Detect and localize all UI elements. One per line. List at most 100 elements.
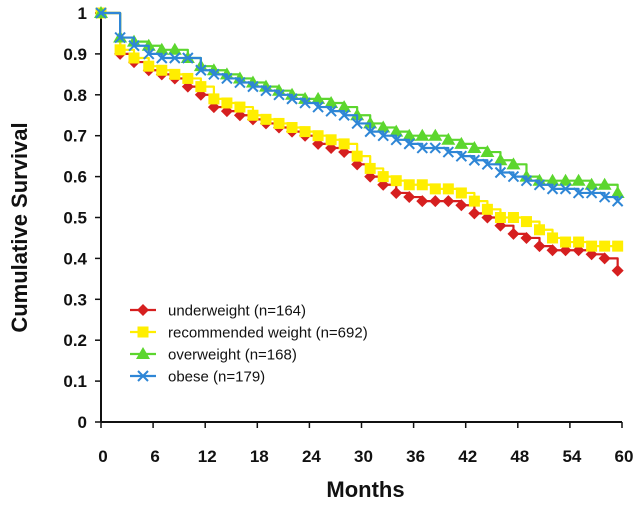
data-point [546,244,559,257]
data-point [416,142,428,154]
data-point [429,142,442,154]
x-tick-label: 12 [198,447,217,466]
axes-layer: 0 0.1 0.2 0.3 0.4 0.5 0.6 0.7 0.8 0.9 1 0 6 12 18 24 30 3… [63,4,633,466]
y-tick-label: 0.6 [63,168,87,187]
data-point [324,95,339,108]
data-point [114,31,126,44]
legend-item: underweight (n=164) [130,303,306,320]
data-point [273,89,285,101]
data-point [208,68,220,81]
data-point [533,179,546,191]
data-point [376,120,391,133]
data-point [494,166,507,179]
data-point [390,186,403,199]
data-point [156,64,168,76]
data-point [169,68,181,80]
data-point [455,199,468,212]
data-point [299,126,311,138]
data-point [351,117,363,130]
data-point [520,231,533,244]
data-point [338,138,350,150]
data-point [506,157,521,170]
data-point [143,48,155,60]
data-point [221,72,233,85]
data-point [377,129,389,142]
data-point [441,132,456,145]
data-point [586,240,598,252]
data-point [364,162,376,174]
data-point [128,40,140,52]
data-point [442,195,455,208]
data-point [507,227,520,240]
legend-label: obese (n=179) [168,369,265,386]
data-point [195,64,207,76]
data-point [545,173,560,186]
data-point [546,183,559,195]
data-point [455,187,467,199]
x-tick-label: 42 [458,447,477,466]
legend-item: recommended weight (n=692) [130,325,368,342]
y-tick-label: 0.2 [63,331,87,350]
data-point [402,128,417,141]
data-point [573,236,585,248]
data-point [195,81,207,93]
data-point [325,105,337,117]
series-line [101,11,618,248]
data-point [403,191,416,204]
data-point [481,203,493,215]
x-tick-label: 6 [150,447,159,466]
series-line [101,11,619,202]
data-point [143,60,155,72]
data-point [507,170,520,183]
data-point [337,100,352,113]
data-point [286,93,298,105]
data-point [429,183,441,195]
data-point [468,154,481,166]
y-tick-label: 0.3 [63,290,87,309]
x-tick-label: 54 [562,447,581,466]
data-point [182,52,194,64]
data-point [455,150,468,162]
data-point [416,195,429,208]
data-point [154,42,169,55]
x-tick-label: 48 [510,447,529,466]
y-tick-label: 0 [78,413,87,432]
x-tick-label: 36 [406,447,425,466]
data-point [247,80,259,93]
data-point [598,191,611,203]
data-point [599,240,611,252]
data-point [114,44,126,56]
y-tick-label: 0.5 [63,209,87,228]
data-point [533,240,546,253]
legend: underweight (n=164) recommended weight (n… [130,303,368,386]
data-point [389,124,404,137]
data-point [598,252,611,265]
data-point [493,153,508,166]
legend-marker [136,347,150,359]
y-tick-label: 0.4 [63,249,87,268]
data-point [416,179,428,191]
y-axis-title: Cumulative Survival [7,122,32,332]
x-tick-label: 24 [302,447,321,466]
data-point [312,101,324,113]
data-point [480,145,495,158]
legend-label: recommended weight (n=692) [168,325,368,342]
data-point [221,97,233,109]
legend-marker [137,304,149,316]
data-point [481,158,494,171]
data-point [442,183,454,195]
data-point [559,183,572,195]
data-point [325,134,337,146]
data-point [597,177,612,190]
data-point [534,224,546,236]
x-tick-label: 18 [250,447,269,466]
data-point [520,174,533,187]
data-point [260,85,272,97]
data-point [467,140,482,153]
legend-item: overweight (n=168) [130,347,297,364]
data-point [312,130,324,142]
data-point [128,52,140,64]
x-tick-label: 60 [615,447,634,466]
data-point [468,207,481,220]
